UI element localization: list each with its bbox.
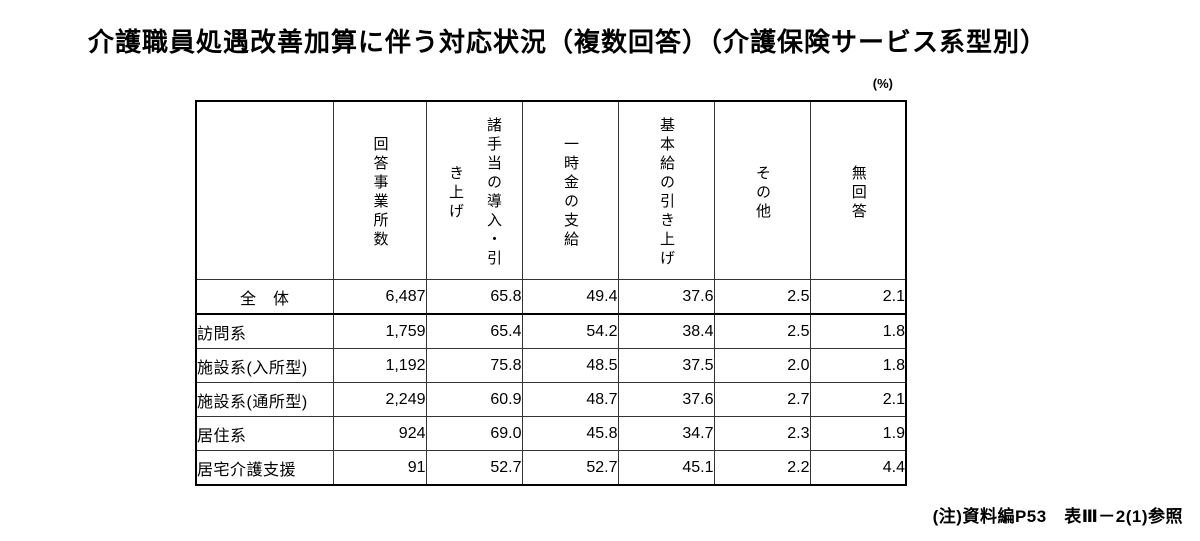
value-cell: 52.7: [521, 450, 619, 486]
row-label: 居宅介護支援: [195, 450, 334, 486]
table-row-total: 全 体 6,487 65.8 49.4 37.6 2.5 2.1: [195, 279, 907, 315]
value-cell: 65.4: [425, 313, 523, 349]
value-cell: 69.0: [425, 416, 523, 451]
column-header-allowances: 諸手当の導入・引 き上げ: [425, 100, 523, 280]
value-cell: 2.5: [713, 313, 811, 349]
value-cell: 2.0: [713, 348, 811, 383]
value-cell: 38.4: [617, 313, 715, 349]
value-cell: 2.3: [713, 416, 811, 451]
column-header-label: 無回答: [849, 164, 867, 222]
column-header-label: 一時金の支給: [562, 136, 579, 250]
table-row-shisetsu-tsusho: 施設系(通所型) 2,249 60.9 48.7 37.6 2.7 2.1: [195, 382, 907, 417]
value-cell: 48.5: [521, 348, 619, 383]
row-label: 訪問系: [195, 313, 334, 349]
value-cell: 1.8: [809, 348, 907, 383]
header-row: 回答事業所数 諸手当の導入・引 き上げ 一時金の支給 基本給の引き上げ その他 …: [195, 100, 907, 280]
value-cell: 924: [332, 416, 427, 451]
value-cell: 54.2: [521, 313, 619, 349]
row-label: 居住系: [195, 416, 334, 451]
column-header-respondent-count: 回答事業所数: [332, 100, 427, 280]
value-cell: 4.4: [809, 450, 907, 486]
row-label: 全 体: [195, 279, 334, 315]
unit-label: (%): [872, 76, 893, 91]
value-cell: 2.1: [809, 382, 907, 417]
table-row-shisetsu-nyusho: 施設系(入所型) 1,192 75.8 48.5 37.5 2.0 1.8: [195, 348, 907, 383]
corner-header-cell: [195, 100, 334, 280]
value-cell: 6,487: [332, 279, 427, 315]
value-cell: 34.7: [617, 416, 715, 451]
value-cell: 2.2: [713, 450, 811, 486]
value-cell: 2,249: [332, 382, 427, 417]
value-cell: 2.1: [809, 279, 907, 315]
value-cell: 1,192: [332, 348, 427, 383]
column-header-label: 基本給の引き上げ: [658, 117, 675, 269]
value-cell: 48.7: [521, 382, 619, 417]
column-header-label: 回答事業所数: [371, 136, 389, 250]
column-header-other: その他: [713, 100, 811, 280]
value-cell: 91: [332, 450, 427, 486]
value-cell: 37.6: [617, 382, 715, 417]
results-table: 回答事業所数 諸手当の導入・引 き上げ 一時金の支給 基本給の引き上げ その他 …: [195, 100, 907, 486]
column-header-lump-sum: 一時金の支給: [521, 100, 619, 280]
value-cell: 52.7: [425, 450, 523, 486]
value-cell: 60.9: [425, 382, 523, 417]
value-cell: 1.8: [809, 313, 907, 349]
table-row-homon: 訪問系 1,759 65.4 54.2 38.4 2.5 1.8: [195, 313, 907, 349]
row-label: 施設系(入所型): [195, 348, 334, 383]
value-cell: 75.8: [425, 348, 523, 383]
value-cell: 2.7: [713, 382, 811, 417]
value-cell: 45.1: [617, 450, 715, 486]
column-header-base-pay-raise: 基本給の引き上げ: [617, 100, 715, 280]
table-row-kyoju: 居住系 924 69.0 45.8 34.7 2.3 1.9: [195, 416, 907, 451]
page-title: 介護職員処遇改善加算に伴う対応状況（複数回答）（介護保険サービス系型別）: [88, 27, 1048, 57]
value-cell: 49.4: [521, 279, 619, 315]
footnote: (注)資料編P53 表Ⅲ－2(1)参照: [932, 507, 1183, 526]
value-cell: 37.6: [617, 279, 715, 315]
value-cell: 37.5: [617, 348, 715, 383]
row-label: 施設系(通所型): [195, 382, 334, 417]
value-cell: 1.9: [809, 416, 907, 451]
table-row-kyotaku-kaigo-shien: 居宅介護支援 91 52.7 52.7 45.1 2.2 4.4: [195, 450, 907, 486]
value-cell: 45.8: [521, 416, 619, 451]
value-cell: 1,759: [332, 313, 427, 349]
column-header-no-answer: 無回答: [809, 100, 907, 280]
value-cell: 65.8: [425, 279, 523, 315]
column-header-label: その他: [754, 164, 771, 222]
value-cell: 2.5: [713, 279, 811, 315]
column-header-label: 諸手当の導入・引 き上げ: [447, 117, 502, 269]
